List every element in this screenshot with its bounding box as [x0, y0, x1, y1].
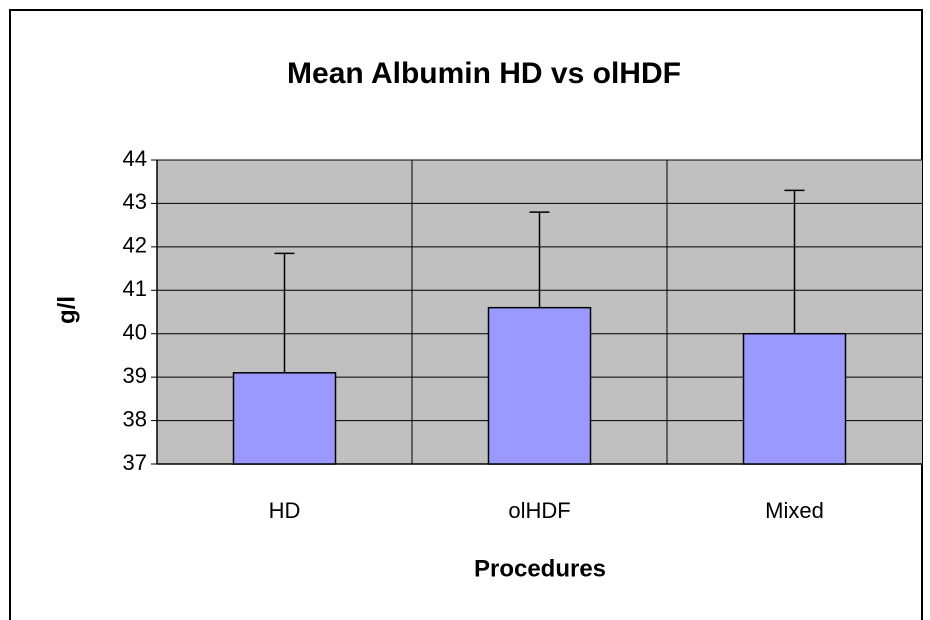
- bar: [487, 306, 592, 465]
- y-tick-label: 44: [123, 146, 147, 171]
- bar: [742, 332, 847, 465]
- y-tick-label: 41: [123, 276, 147, 301]
- y-tick-label: 40: [123, 320, 147, 345]
- y-tick-label: 38: [123, 406, 147, 431]
- x-tick-label: HD: [269, 498, 301, 523]
- x-tick-label: Mixed: [765, 498, 824, 523]
- y-tick-label: 43: [123, 189, 147, 214]
- y-axis-title: g/l: [53, 296, 80, 324]
- y-tick-label: 42: [123, 233, 147, 258]
- y-tick-label: 39: [123, 363, 147, 388]
- chart-title: Mean Albumin HD vs olHDF: [287, 57, 681, 90]
- bar: [232, 372, 337, 465]
- y-tick-label: 37: [123, 450, 147, 475]
- x-tick-label: olHDF: [508, 498, 570, 523]
- x-axis-title: Procedures: [474, 555, 606, 582]
